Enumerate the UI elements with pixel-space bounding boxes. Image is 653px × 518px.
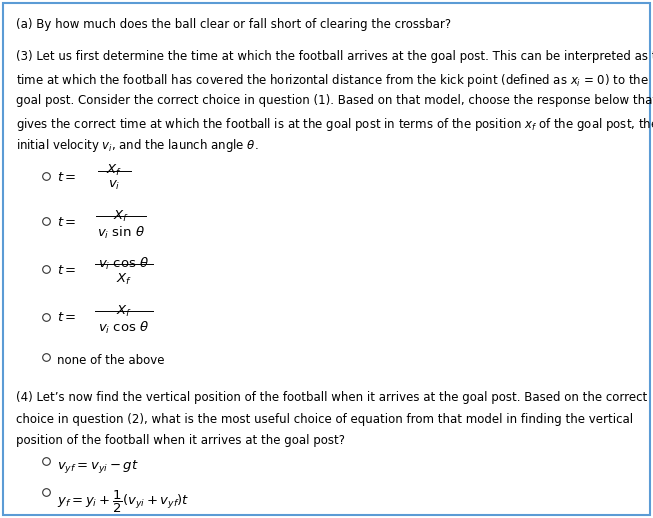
Text: $v_i$ cos $\theta$: $v_i$ cos $\theta$: [99, 256, 150, 272]
Text: (3) Let us first determine the time at which the football arrives at the goal po: (3) Let us first determine the time at w…: [16, 50, 653, 63]
Text: initial velocity $v_i$, and the launch angle $\theta$.: initial velocity $v_i$, and the launch a…: [16, 137, 259, 154]
Text: $v_i$: $v_i$: [108, 179, 120, 192]
Text: goal post. Consider the correct choice in question (1). Based on that model, cho: goal post. Consider the correct choice i…: [16, 94, 653, 107]
Text: choice in question (2), what is the most useful choice of equation from that mod: choice in question (2), what is the most…: [16, 413, 633, 426]
Text: (4) Let’s now find the vertical position of the football when it arrives at the : (4) Let’s now find the vertical position…: [16, 391, 648, 404]
Text: gives the correct time at which the football is at the goal post in terms of the: gives the correct time at which the foot…: [16, 116, 653, 133]
Text: $t =$: $t =$: [57, 311, 77, 324]
Text: (a) By how much does the ball clear or fall short of clearing the crossbar?: (a) By how much does the ball clear or f…: [16, 18, 451, 31]
Text: $X_f$: $X_f$: [116, 304, 132, 319]
Text: $v_{yf} = v_{yi} - gt$: $v_{yf} = v_{yi} - gt$: [57, 458, 139, 474]
Text: $X_f$: $X_f$: [106, 163, 122, 178]
Text: $t =$: $t =$: [57, 171, 77, 184]
Text: $v_i$ sin $\theta$: $v_i$ sin $\theta$: [97, 225, 145, 241]
Text: $y_f = y_i + \dfrac{1}{2}(v_{yi} + v_{yf})t$: $y_f = y_i + \dfrac{1}{2}(v_{yi} + v_{yf…: [57, 489, 190, 515]
Text: none of the above: none of the above: [57, 354, 165, 367]
Text: position of the football when it arrives at the goal post?: position of the football when it arrives…: [16, 435, 345, 448]
Text: $t =$: $t =$: [57, 217, 77, 229]
FancyBboxPatch shape: [3, 3, 650, 515]
Text: $X_f$: $X_f$: [113, 209, 129, 224]
Text: $v_i$ cos $\theta$: $v_i$ cos $\theta$: [99, 320, 150, 336]
Text: $X_f$: $X_f$: [116, 272, 132, 287]
Text: $t =$: $t =$: [57, 264, 77, 277]
Text: time at which the football has covered the horizontal distance from the kick poi: time at which the football has covered t…: [16, 72, 649, 89]
